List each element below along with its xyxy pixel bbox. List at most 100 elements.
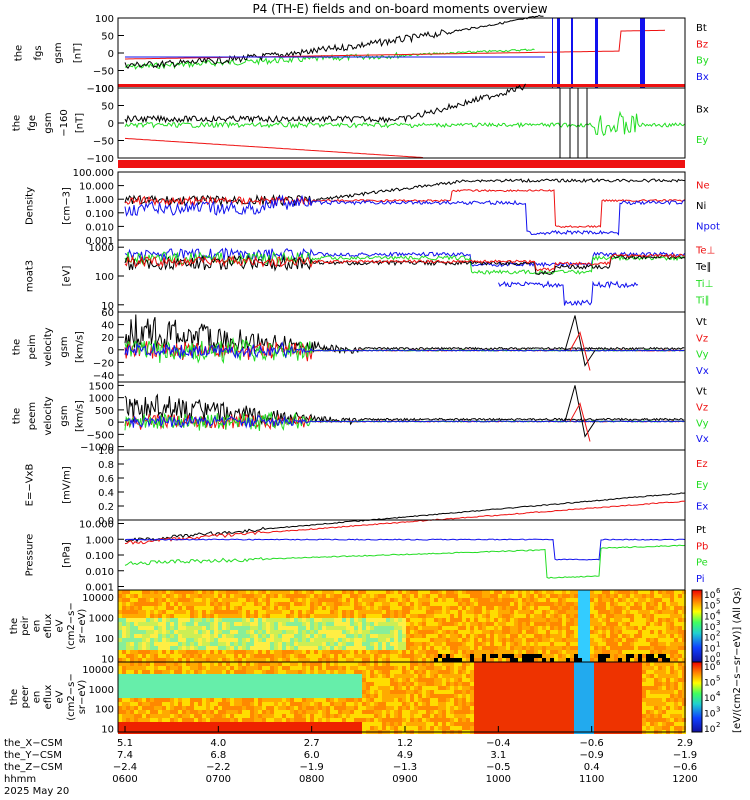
heatmap-cell: [362, 682, 366, 686]
heatmap-cell: [654, 646, 658, 650]
heatmap-cell: [206, 722, 210, 726]
heatmap-cell: [478, 678, 482, 682]
heatmap-cell: [542, 638, 546, 642]
heatmap-cell: [446, 726, 450, 730]
heatmap-cell: [434, 598, 438, 602]
heatmap-cell: [338, 646, 342, 650]
heatmap-cell: [350, 638, 354, 642]
heatmap-cell: [530, 622, 534, 626]
heatmap-cell: [246, 666, 250, 670]
heatmap-cell: [354, 594, 358, 598]
heatmap-cell: [150, 666, 154, 670]
heatmap-cell: [398, 618, 402, 622]
heatmap-cell: [270, 702, 274, 706]
heatmap-cell: [174, 646, 178, 650]
heatmap-cell: [678, 634, 682, 638]
heatmap-cell: [394, 626, 398, 630]
heatmap-cell: [454, 706, 458, 710]
heatmap-cell: [206, 634, 210, 638]
heatmap-cell: [178, 690, 182, 694]
heatmap-cell: [278, 702, 282, 706]
heatmap-cell: [158, 698, 162, 702]
heatmap-cell: [538, 618, 542, 622]
heatmap-cell: [278, 654, 282, 658]
heatmap-cell: [182, 618, 186, 622]
heatmap-cell: [414, 650, 418, 654]
heatmap-cell: [410, 610, 414, 614]
heatmap-cell: [478, 622, 482, 626]
heatmap-cell: [530, 590, 534, 594]
heatmap-cell: [226, 650, 230, 654]
heatmap-cell: [158, 642, 162, 646]
heatmap-cell: [514, 690, 518, 694]
heatmap-cell: [590, 718, 594, 722]
heatmap-cell: [398, 646, 402, 650]
legend-entry: Te⊥: [695, 245, 715, 256]
heatmap-cell: [614, 594, 618, 598]
y-tick-label: 0: [108, 418, 114, 429]
heatmap-cell: [258, 602, 262, 606]
heatmap-cell: [530, 678, 534, 682]
heatmap-cell: [514, 710, 518, 714]
heatmap-cell: [386, 682, 390, 686]
heatmap-cell: [486, 698, 490, 702]
heatmap-cell: [386, 630, 390, 634]
heatmap-cell: [374, 590, 378, 594]
y-tick-label: 0.100: [85, 209, 114, 220]
heatmap-cell: [438, 698, 442, 702]
heatmap-cell: [254, 690, 258, 694]
heatmap-cell: [594, 594, 598, 598]
heatmap-cell: [158, 670, 162, 674]
heatmap-cell: [290, 666, 294, 670]
heatmap-cell: [374, 614, 378, 618]
heatmap-cell: [294, 650, 298, 654]
heatmap-cell: [670, 610, 674, 614]
heatmap-cell: [226, 686, 230, 690]
heatmap-cell: [366, 618, 370, 622]
heatmap-cell: [566, 622, 570, 626]
heatmap-cell: [638, 614, 642, 618]
heatmap-cell: [246, 726, 250, 730]
heatmap-cell: [290, 694, 294, 698]
heatmap-cell: [398, 610, 402, 614]
heatmap-cell: [590, 674, 594, 678]
heatmap-cell: [678, 590, 682, 594]
heatmap-cell: [178, 674, 182, 678]
heatmap-cell: [378, 594, 382, 598]
heatmap-cell: [250, 634, 254, 638]
heatmap-cell: [410, 694, 414, 698]
heatmap-cell: [370, 702, 374, 706]
heatmap-cell: [450, 630, 454, 634]
heatmap-cell: [182, 686, 186, 690]
heatmap-cell: [238, 666, 242, 670]
heatmap-cell: [198, 662, 202, 666]
heatmap-cell: [178, 694, 182, 698]
heatmap-cell: [350, 694, 354, 698]
heatmap-cell: [462, 714, 466, 718]
heatmap-cell: [210, 590, 214, 594]
heatmap-cell: [274, 710, 278, 714]
heatmap-cell: [530, 658, 534, 662]
heatmap-cell: [550, 654, 554, 658]
heatmap-cell: [326, 634, 330, 638]
heatmap-cell: [186, 670, 190, 674]
heatmap-cell: [426, 626, 430, 630]
heatmap-cell: [310, 674, 314, 678]
heatmap-cell: [430, 694, 434, 698]
heatmap-cell: [494, 666, 498, 670]
heatmap-cell: [510, 646, 514, 650]
heatmap-cell: [154, 618, 158, 622]
heatmap-cell: [458, 598, 462, 602]
heatmap-cell: [150, 614, 154, 618]
heatmap-cell: [162, 722, 166, 726]
heatmap-cell: [334, 622, 338, 626]
heatmap-cell: [218, 622, 222, 626]
heatmap-cell: [554, 686, 558, 690]
heatmap-cell: [598, 698, 602, 702]
heatmap-cell: [146, 654, 150, 658]
heatmap-cell: [378, 698, 382, 702]
heatmap-cell: [554, 666, 558, 670]
heatmap-cell: [398, 694, 402, 698]
legend-entry: Vt: [696, 387, 707, 398]
heatmap-cell: [162, 658, 166, 662]
